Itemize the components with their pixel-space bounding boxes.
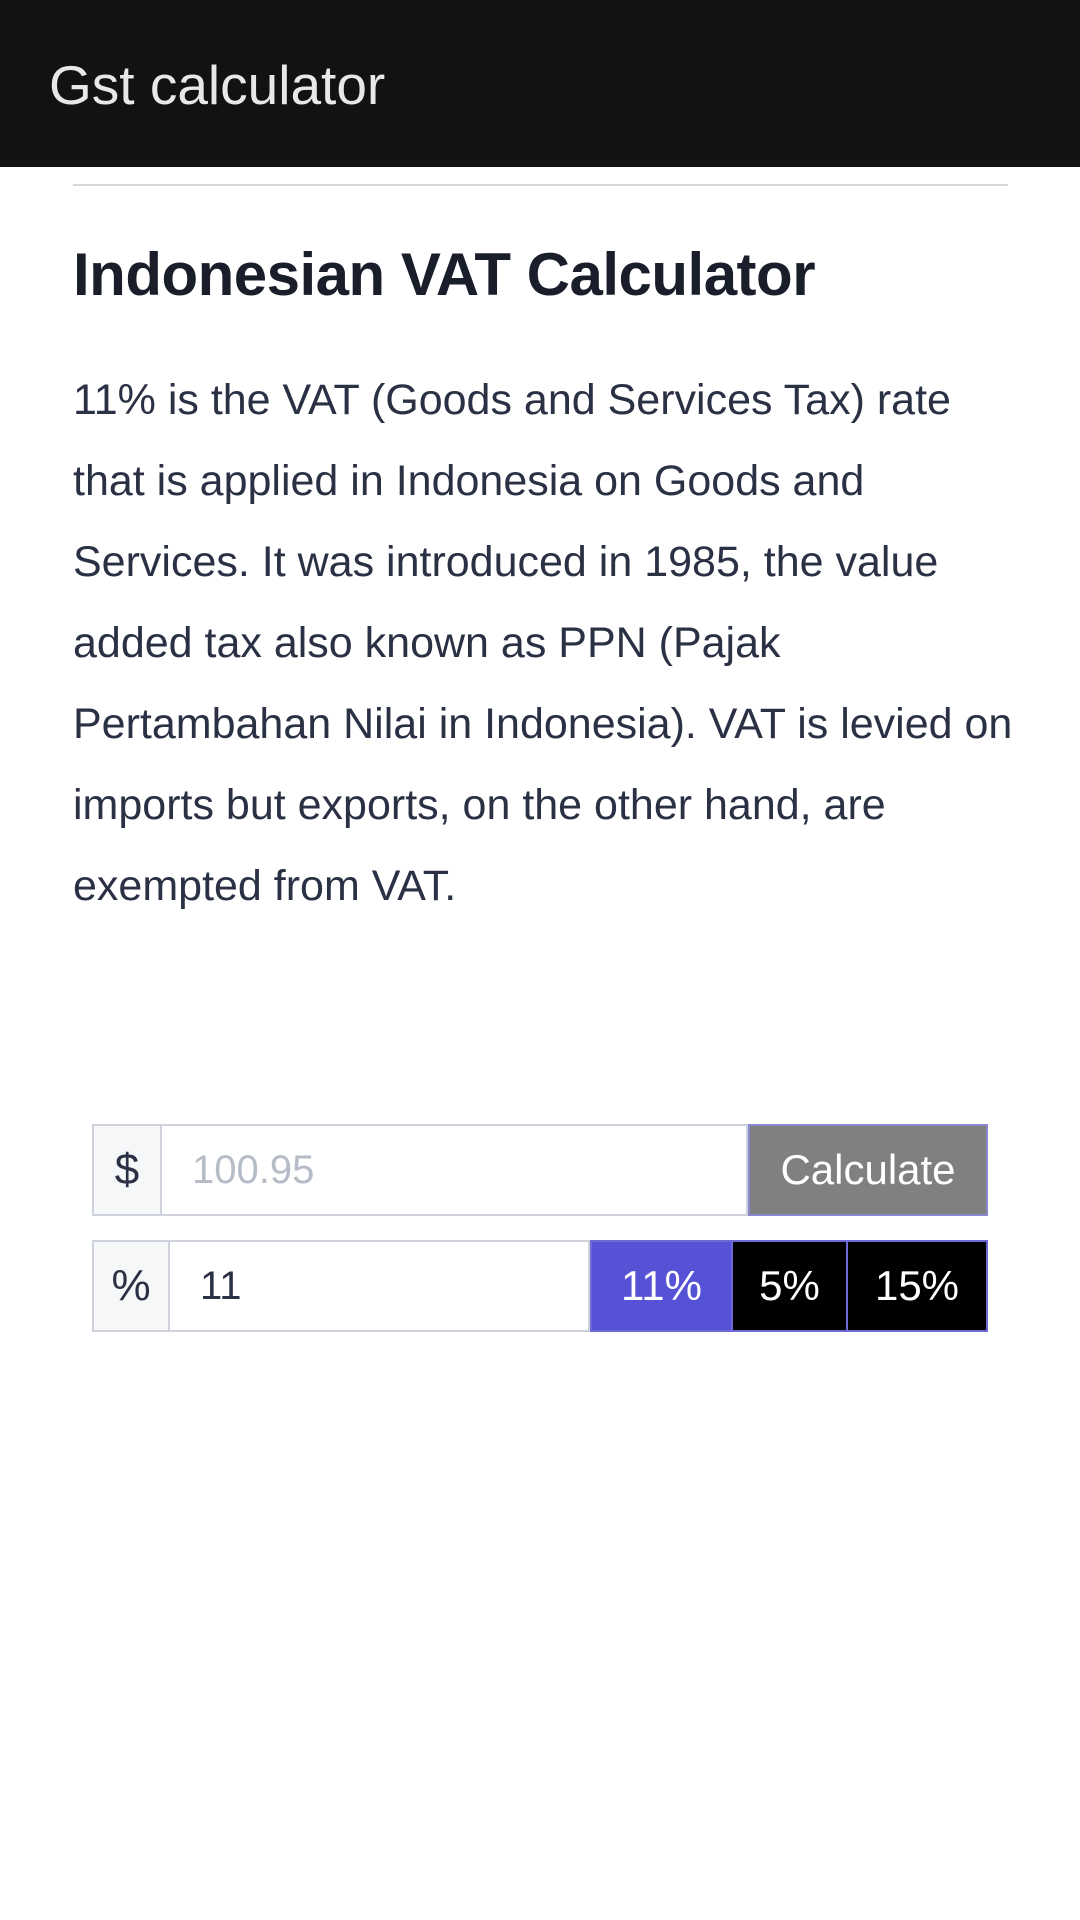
app-bar: Gst calculator	[0, 0, 1080, 167]
dollar-prefix: $	[92, 1124, 162, 1216]
rate-input[interactable]	[170, 1240, 590, 1332]
page-title: Indonesian VAT Calculator	[73, 241, 816, 308]
preset-11-button[interactable]: 11%	[590, 1240, 733, 1332]
rate-input-group: % 11% 5% 15%	[92, 1240, 988, 1332]
preset-5-button[interactable]: 5%	[733, 1240, 848, 1332]
calculate-button[interactable]: Calculate	[748, 1124, 988, 1216]
amount-input-group: $ Calculate	[92, 1124, 988, 1216]
divider	[73, 184, 1008, 186]
preset-15-button[interactable]: 15%	[848, 1240, 988, 1332]
amount-input[interactable]	[162, 1124, 748, 1216]
description-text: 11% is the VAT (Goods and Services Tax) …	[73, 376, 1013, 910]
app-title: Gst calculator	[49, 54, 386, 116]
percent-prefix: %	[92, 1240, 170, 1332]
